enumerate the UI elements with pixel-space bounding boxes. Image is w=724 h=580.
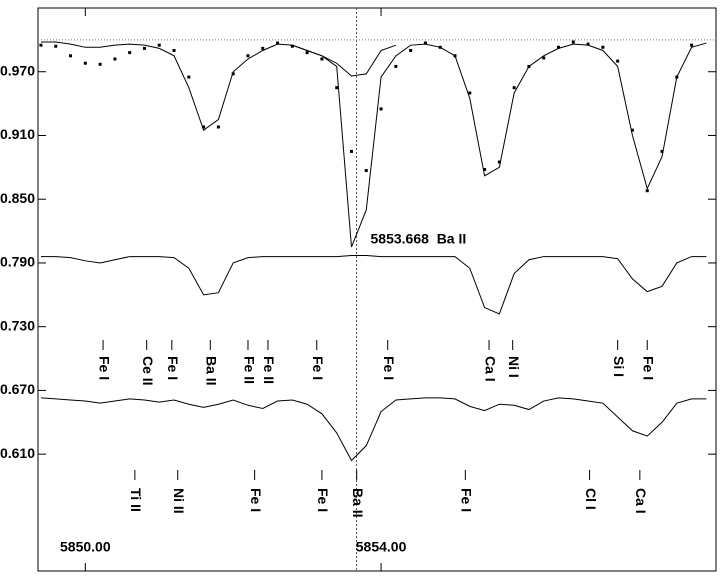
spectrum-line (40, 255, 707, 315)
data-point (349, 149, 353, 153)
line-id-label: Fe II (241, 356, 257, 384)
data-point (202, 125, 206, 129)
data-point (305, 51, 309, 55)
line-id-label: Fe I (165, 356, 181, 380)
data-point (630, 128, 634, 132)
y-tick-label: 0.730 (0, 317, 35, 333)
data-point (497, 160, 501, 164)
data-point (69, 54, 73, 58)
line-id-label: Ca I (633, 488, 649, 514)
line-id-label: Ca I (482, 356, 498, 382)
x-tick-label: 5854.00 (356, 539, 407, 555)
line-id-label: Si I (611, 356, 627, 377)
line-id-label: Ti II (128, 488, 144, 512)
line-id-label: Fe II (261, 356, 277, 384)
line-id-label: Cl I (583, 488, 599, 510)
data-point (660, 149, 664, 153)
data-point (468, 91, 472, 95)
data-point (231, 72, 235, 76)
data-point (616, 59, 620, 63)
data-point (586, 42, 590, 46)
x-tick-label: 5850.00 (60, 539, 111, 555)
y-tick-label: 0.790 (0, 254, 35, 270)
plot-frame (37, 7, 717, 572)
spectrum-line (40, 397, 707, 462)
data-point (645, 189, 649, 193)
y-tick-label: 0.670 (0, 381, 35, 397)
data-point (571, 40, 575, 44)
annotation: 5853.668 Ba II (371, 231, 467, 247)
spectrum-line (292, 44, 397, 77)
line-id-label: Ba II (350, 488, 366, 518)
line-id-label: Fe I (641, 356, 657, 380)
line-id-label: Fe I (248, 488, 264, 512)
line-id-label: Fe I (381, 356, 397, 380)
data-point (423, 41, 427, 45)
data-point (172, 48, 176, 52)
data-point (409, 48, 413, 52)
data-point (187, 75, 191, 79)
line-id-label: Ce II (140, 356, 156, 386)
data-point (394, 64, 398, 68)
data-point (512, 86, 516, 90)
data-point (261, 46, 265, 50)
line-id-label: Ni II (171, 488, 187, 514)
y-tick-label: 0.850 (0, 190, 35, 206)
data-point (276, 41, 280, 45)
line-id-label: Ba II (204, 356, 220, 386)
data-point (128, 51, 132, 55)
data-point (98, 62, 102, 66)
data-point (483, 167, 487, 171)
data-point (542, 56, 546, 60)
data-point (246, 54, 250, 58)
y-tick-label: 0.970 (0, 62, 35, 78)
spectrum-line (40, 41, 707, 248)
y-tick-label: 0.910 (0, 126, 35, 142)
line-id-label: Fe I (459, 488, 475, 512)
data-point (557, 45, 561, 49)
data-point (601, 45, 605, 49)
line-id-label: Fe I (315, 488, 331, 512)
data-point (290, 44, 294, 48)
data-point (83, 61, 87, 65)
y-tick-label: 0.610 (0, 445, 35, 461)
data-point (216, 125, 220, 129)
data-point (39, 43, 43, 47)
line-id-label: Ni I (506, 356, 522, 378)
data-point (690, 43, 694, 47)
data-point (142, 46, 146, 50)
data-point (54, 44, 58, 48)
data-point (335, 86, 339, 90)
data-point (113, 57, 117, 61)
line-id-label: Fe I (310, 356, 326, 380)
data-point (320, 57, 324, 61)
line-id-label: Fe I (96, 356, 112, 380)
data-point (364, 169, 368, 173)
data-point (157, 43, 161, 47)
data-point (379, 107, 383, 111)
